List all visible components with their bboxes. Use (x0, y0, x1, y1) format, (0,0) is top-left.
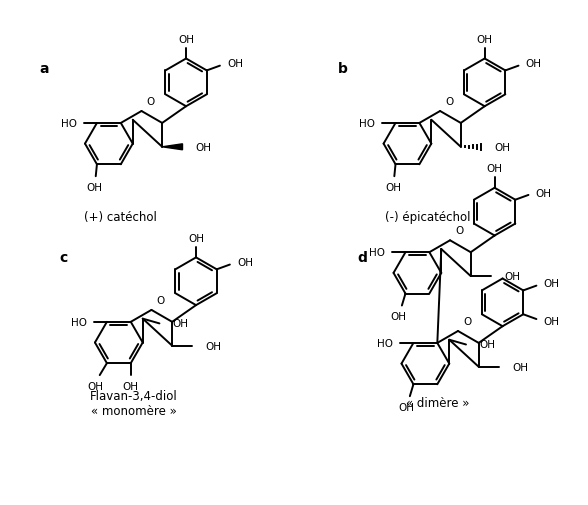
Text: OH: OH (86, 183, 102, 193)
Text: HO: HO (369, 248, 385, 258)
Text: OH: OH (172, 319, 188, 329)
Text: (+) catéchol: (+) catéchol (85, 211, 157, 224)
Text: OH: OH (385, 183, 401, 193)
Text: OH: OH (195, 142, 212, 153)
Polygon shape (162, 144, 182, 150)
Text: OH: OH (512, 362, 528, 372)
Text: b: b (338, 62, 348, 76)
Text: OH: OH (477, 35, 493, 45)
Text: OH: OH (543, 279, 560, 289)
Text: OH: OH (479, 340, 495, 350)
Text: HO: HO (359, 119, 375, 129)
Text: O: O (455, 226, 463, 236)
Text: O: O (463, 316, 471, 326)
Text: OH: OH (543, 317, 560, 327)
Text: OH: OH (390, 312, 406, 322)
Text: HO: HO (71, 317, 86, 327)
Text: OH: OH (504, 272, 520, 281)
Text: OH: OH (178, 35, 194, 45)
Text: O: O (146, 97, 155, 107)
Text: OH: OH (227, 59, 243, 69)
Text: OH: OH (123, 381, 139, 391)
Text: OH: OH (487, 164, 503, 174)
Text: OH: OH (526, 59, 542, 69)
Text: HO: HO (61, 119, 76, 129)
Text: OH: OH (188, 234, 204, 243)
Text: « dimère »: « dimère » (406, 396, 469, 410)
Text: O: O (156, 295, 165, 306)
Text: Flavan-3,4-diol
« monomère »: Flavan-3,4-diol « monomère » (90, 389, 178, 418)
Text: OH: OH (87, 381, 103, 391)
Text: OH: OH (398, 402, 415, 413)
Text: c: c (59, 250, 68, 265)
Text: OH: OH (237, 258, 253, 268)
Text: d: d (358, 250, 368, 265)
Text: HO: HO (377, 338, 393, 348)
Text: a: a (39, 62, 49, 76)
Text: OH: OH (205, 341, 222, 351)
Text: OH: OH (536, 188, 552, 198)
Text: OH: OH (494, 142, 510, 153)
Text: O: O (445, 97, 453, 107)
Text: (-) épicatéchol: (-) épicatéchol (385, 211, 470, 224)
